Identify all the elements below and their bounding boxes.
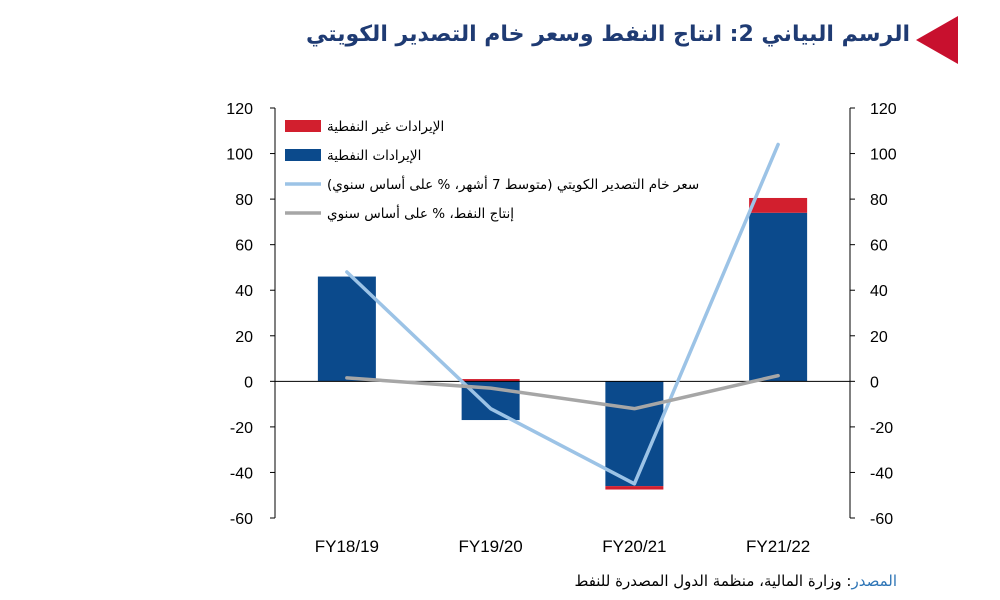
left-axis-tick-label: 60 bbox=[235, 238, 253, 255]
oil-revenue-bar bbox=[317, 276, 376, 382]
legend-swatch bbox=[285, 120, 321, 132]
title-row: الرسم البياني 2: انتاج النفط وسعر خام ال… bbox=[40, 22, 910, 58]
chart-title: الرسم البياني 2: انتاج النفط وسعر خام ال… bbox=[305, 22, 910, 47]
legend-label: إنتاج النفط، % على أساس سنوي bbox=[327, 204, 514, 222]
left-axis-tick-label: 20 bbox=[235, 329, 253, 346]
non-oil-revenue-bar bbox=[749, 197, 808, 213]
legend-label: الإيرادات غير النفطية bbox=[327, 119, 444, 135]
right-axis-tick-label: 80 bbox=[870, 192, 888, 209]
x-axis-tick-label: FY20/21 bbox=[602, 537, 666, 556]
right-axis-tick-label: 60 bbox=[870, 238, 888, 255]
right-axis-tick-label: 20 bbox=[870, 329, 888, 346]
legend-label: الإيرادات النفطية bbox=[327, 148, 421, 164]
source-text: : وزارة المالية، منظمة الدول المصدرة للن… bbox=[574, 572, 852, 590]
left-axis-tick-label: 40 bbox=[235, 283, 253, 300]
source-note: المصدر: وزارة المالية، منظمة الدول المصد… bbox=[574, 572, 897, 590]
left-axis-tick-label: 0 bbox=[244, 374, 253, 391]
title-marker-triangle bbox=[916, 16, 958, 64]
source-label: المصدر bbox=[851, 572, 897, 590]
non-oil-revenue-bar bbox=[461, 379, 520, 382]
right-axis-tick-label: -40 bbox=[870, 465, 893, 482]
right-axis-tick-label: 0 bbox=[870, 374, 879, 391]
right-axis-tick-label: 100 bbox=[870, 147, 897, 164]
left-axis-tick-label: 120 bbox=[226, 101, 253, 118]
right-axis-tick-label: -60 bbox=[870, 511, 893, 528]
chart: 120 100 80 60 40 20 0 -20 -40 -60 120 100 80 60 40 20 0 -… bbox=[226, 101, 897, 556]
right-axis-tick-label: 40 bbox=[870, 283, 888, 300]
left-axis-tick-label: 80 bbox=[235, 192, 253, 209]
non-oil-revenue-bar bbox=[605, 486, 664, 490]
oil-revenue-bar bbox=[749, 212, 808, 382]
left-axis-tick-label: 100 bbox=[226, 147, 253, 164]
x-axis-tick-label: FY21/22 bbox=[746, 537, 810, 556]
x-axis-tick-label: FY18/19 bbox=[315, 537, 379, 556]
kec-price-line bbox=[345, 142, 780, 486]
left-axis-tick-label: -60 bbox=[230, 511, 253, 528]
left-axis-tick-label: -20 bbox=[230, 420, 253, 437]
legend-swatch bbox=[285, 149, 321, 161]
oil-production-line bbox=[345, 373, 780, 411]
x-axis-tick-label: FY19/20 bbox=[458, 537, 522, 556]
left-axis-tick-label: -40 bbox=[230, 465, 253, 482]
legend-label: سعر خام التصدير الكويتي (متوسط 7 أشهر، %… bbox=[327, 175, 699, 193]
right-axis-tick-label: -20 bbox=[870, 420, 893, 437]
right-axis-tick-label: 120 bbox=[870, 101, 897, 118]
